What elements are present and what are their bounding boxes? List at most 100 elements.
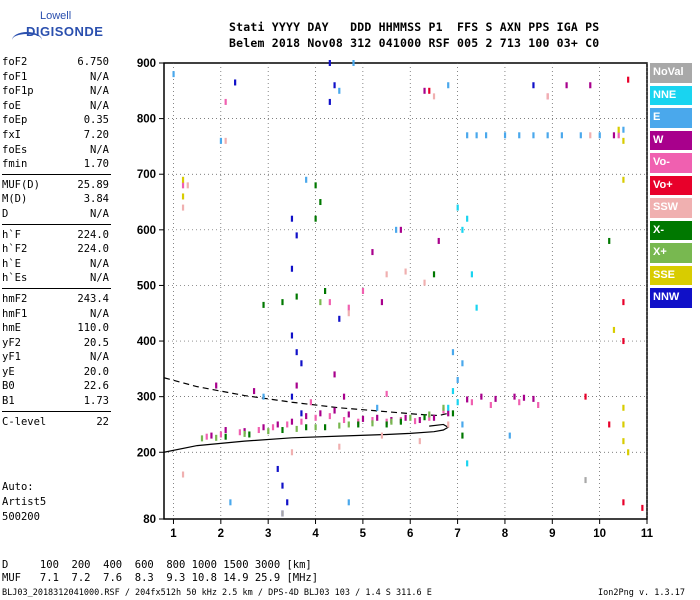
param-row: foE N/A [2,99,109,114]
echo-point [622,299,625,306]
param-value: N/A [90,70,109,83]
echo-point [319,199,322,206]
y-tick-label: 800 [137,114,156,126]
echo-point [423,414,426,421]
echo-point [612,132,616,139]
echo-point [347,411,350,418]
echo-point [622,338,625,345]
y-tick-label: 300 [137,392,156,404]
echo-point [319,299,322,306]
param-name: M(D) [2,193,28,206]
param-name: C-level [2,415,47,428]
x-tick-label: 11 [641,528,654,540]
param-value: N/A [90,307,109,320]
echo-point [333,82,336,89]
param-row: h`Es N/A [2,271,109,286]
echo-point [380,432,384,439]
echo-point [494,395,497,402]
param-divider [2,287,111,289]
echo-point [295,293,298,300]
param-name: h`F2 [2,243,28,256]
echo-point [262,393,265,400]
echo-point [447,404,450,411]
echo-point [238,429,241,436]
echo-point [461,421,464,428]
x-tick-label: 1 [170,528,177,540]
param-name: hmE [2,322,21,335]
param-row: fxI 7.20 [2,128,109,143]
echo-point [352,60,355,66]
echo-point [347,499,350,506]
param-row: C-level 22 [2,415,109,430]
legend-item: SSW [650,198,692,218]
echo-point [518,399,521,406]
echo-point [404,268,407,275]
echo-point [437,237,440,244]
param-value: N/A [90,143,109,156]
echo-point [281,427,284,434]
echo-point [537,402,540,408]
echo-point [466,396,469,403]
echo-point [390,418,393,425]
param-value: N/A [90,351,109,364]
param-row: h`F 224.0 [2,228,109,243]
param-name: yF2 [2,336,21,349]
echo-point [399,418,402,425]
param-value: 22.6 [83,380,109,393]
x-tick-label: 4 [312,528,319,540]
x-tick-label: 3 [265,528,271,540]
echo-point [305,176,308,183]
echo-point [617,132,620,139]
header-labels: Stati YYYY DAY DDD HHMMSS P1 FFS S AXN P… [229,20,600,34]
param-name: MUF(D) [2,178,40,191]
echo-point [324,424,327,431]
y-tick-label: 600 [137,225,156,237]
param-row: foEs N/A [2,143,109,158]
param-value: 20.5 [83,336,109,349]
param-row: B0 22.6 [2,379,109,394]
legend-item: NNW [650,288,692,308]
echo-point [215,434,218,441]
legend-item: NoVal [650,63,692,83]
echo-point [565,82,568,89]
logo-line1: Lowell [40,10,72,22]
echo-point [447,82,450,89]
param-name: h`F [2,228,21,241]
param-row: yF2 20.5 [2,336,109,351]
echo-point [328,413,331,420]
echo-point [418,438,421,445]
param-row: M(D) 3.84 [2,192,109,207]
param-value: N/A [90,99,109,112]
echo-point [295,382,298,389]
echo-point [627,76,630,83]
param-value: 1.73 [83,395,109,408]
y-tick-label: 80 [143,514,156,526]
y-tick-label: 500 [137,280,156,292]
echo-point [262,301,265,308]
param-value: N/A [90,257,109,270]
echo-point [376,414,379,421]
footer-version: Ion2Png v. 1.3.17 [598,588,685,598]
echo-point [300,360,303,367]
echo-point [295,425,298,432]
legend-item: X- [650,220,692,240]
echo-point [271,424,275,431]
echo-point [295,232,298,239]
echo-point [371,417,374,424]
polarization-legend: NoVal NNE E W Vo- Vo+ SSW X- X+ SSE NNW [650,63,692,311]
param-value: N/A [90,85,109,98]
param-name: B1 [2,395,15,408]
echo-point [413,418,417,425]
echo-point [641,504,644,511]
echo-point [286,499,289,506]
echo-point [328,299,331,306]
echo-point [314,182,317,189]
param-row: hmE 110.0 [2,321,109,336]
autoscaling-info: Auto: Artist5 500200 [2,480,46,525]
echo-point [181,182,185,189]
echo-point [522,394,526,401]
legend-item: Vo- [650,153,692,173]
echo-point [461,360,464,367]
echo-point [290,215,294,222]
